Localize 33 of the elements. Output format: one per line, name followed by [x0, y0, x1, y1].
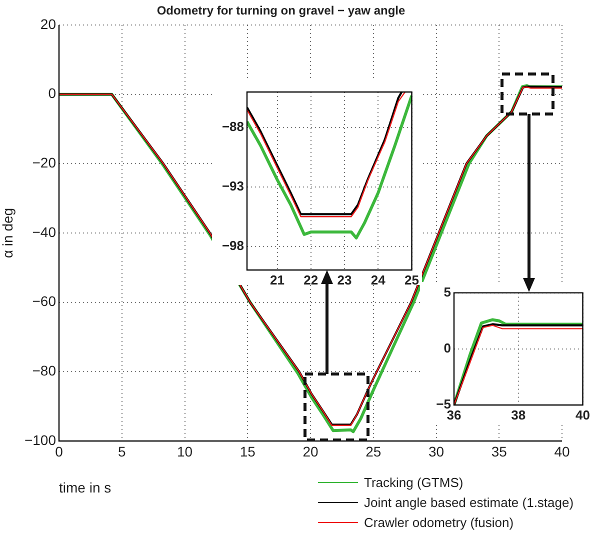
legend-label: Tracking (GTMS) [364, 474, 464, 490]
x-tick-label: 24 [370, 272, 386, 288]
x-tick-label: 30 [428, 443, 444, 460]
x-tick-label: 40 [576, 407, 590, 422]
y-tick-label: −80 [32, 362, 56, 379]
x-axis-title: time in s [59, 479, 112, 496]
y-axis-title: α in deg [0, 208, 16, 258]
x-tick-label: 23 [337, 272, 352, 288]
x-tick-label: 5 [118, 443, 126, 460]
y-tick-label: 0 [48, 85, 56, 102]
y-tick-label: −93 [222, 178, 244, 194]
x-tick-label: 10 [176, 443, 193, 460]
x-tick-label: 25 [404, 272, 420, 288]
y-tick-label: −40 [32, 224, 56, 240]
x-tick-label: 35 [491, 443, 508, 460]
x-tick-label: 20 [302, 443, 318, 460]
y-tick-label: 0 [444, 340, 451, 356]
y-tick-label: −20 [32, 154, 56, 171]
y-tick-label: −100 [24, 432, 56, 448]
x-tick-label: 15 [240, 443, 256, 460]
y-tick-label: −98 [222, 238, 244, 253]
y-tick-label: −88 [222, 119, 244, 134]
x-tick-label: 38 [511, 407, 526, 422]
y-tick-label: −60 [32, 293, 56, 310]
chart-title: Odometry for turning on gravel − yaw angle [156, 4, 406, 18]
x-tick-label: 40 [554, 443, 570, 460]
y-tick-label: 20 [40, 16, 56, 32]
x-tick-label: 22 [304, 272, 318, 288]
x-tick-label: 21 [270, 272, 284, 288]
legend-label: Joint angle based estimate (1.stage) [364, 494, 574, 510]
legend-label: Crawler odometry (fusion) [364, 514, 514, 530]
x-tick-label: 25 [366, 443, 382, 460]
y-tick-label: 5 [444, 284, 451, 300]
